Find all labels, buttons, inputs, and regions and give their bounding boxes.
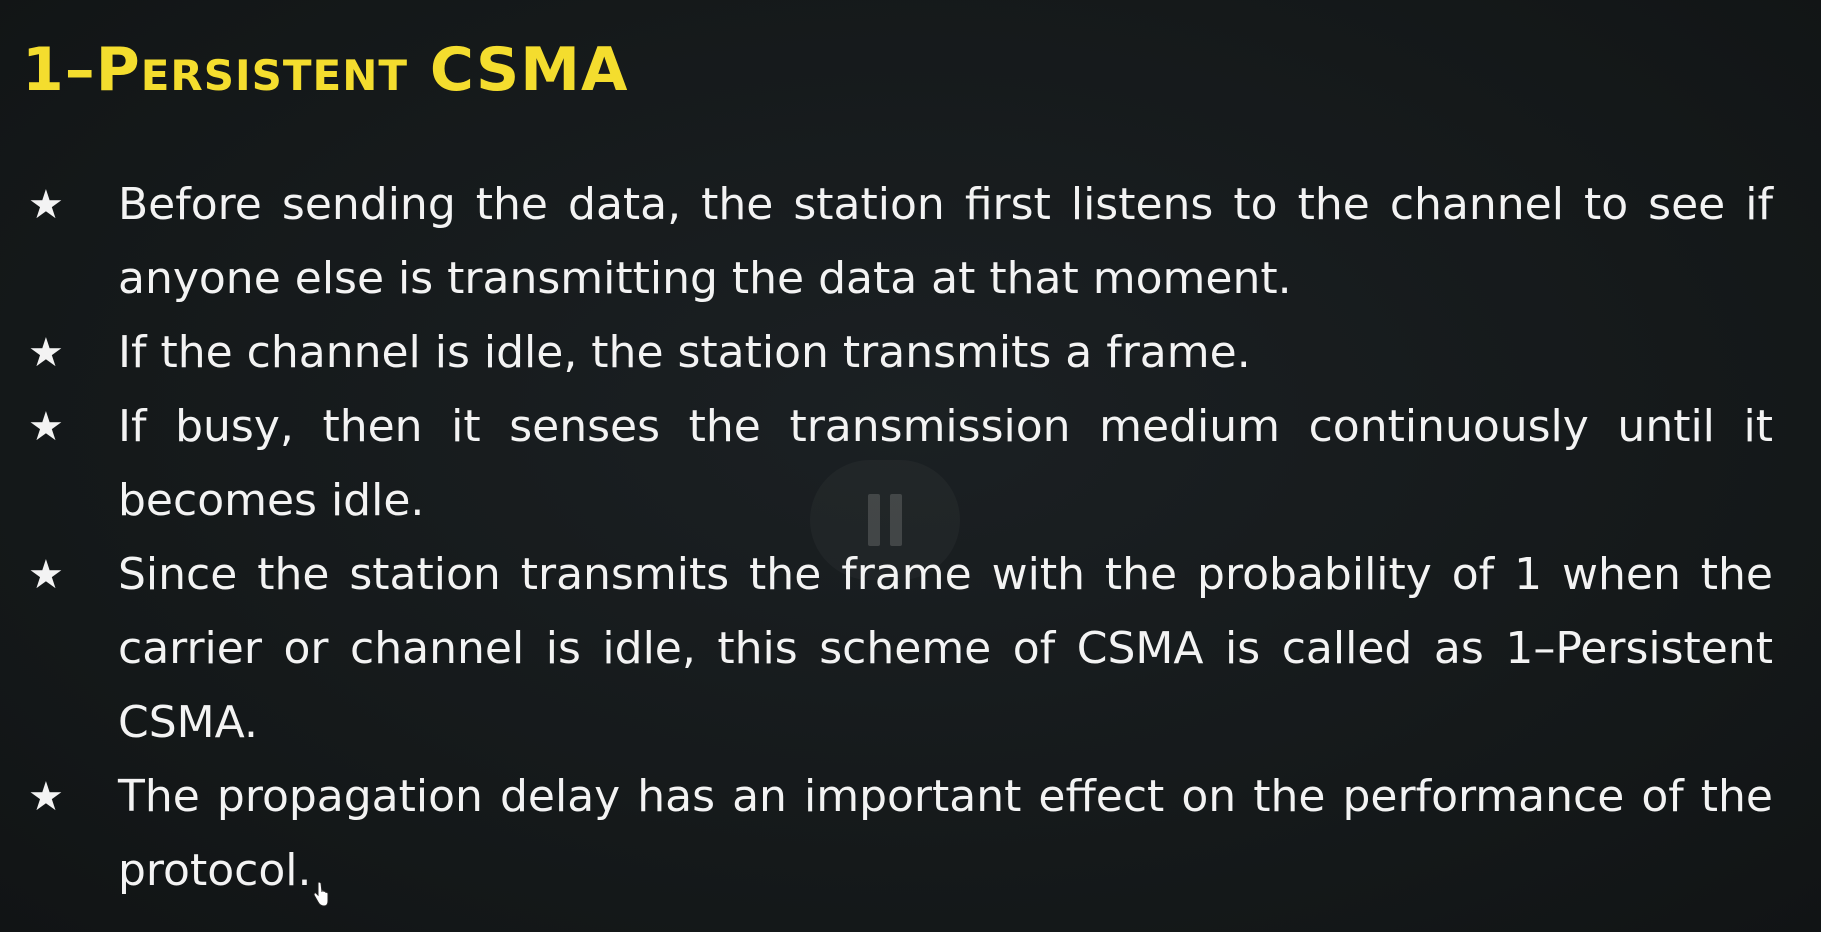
star-bullet-icon: ★ [28, 330, 64, 376]
bullet-item: ★ If the channel is idle, the station tr… [28, 316, 1773, 390]
bullet-text: If busy, then it senses the transmission… [118, 401, 1773, 526]
pause-bar-left [868, 494, 880, 546]
star-bullet-icon: ★ [28, 774, 64, 820]
bullet-item: ★ Since the station transmits the frame … [28, 538, 1773, 760]
bullet-text: Before sending the data, the station fir… [118, 179, 1773, 304]
bullet-list: ★ Before sending the data, the station f… [28, 168, 1773, 908]
bullet-text: If the channel is idle, the station tran… [118, 327, 1251, 378]
star-bullet-icon: ★ [28, 404, 64, 450]
bullet-item: ★ The propagation delay has an important… [28, 760, 1773, 908]
star-bullet-icon: ★ [28, 182, 64, 228]
bullet-text: Since the station transmits the frame wi… [118, 549, 1773, 748]
slide-title: 1–Persistent CSMA [22, 35, 629, 105]
pause-icon[interactable] [810, 460, 960, 580]
pause-bar-right [890, 494, 902, 546]
hand-cursor-icon [313, 882, 329, 907]
bullet-text: The propagation delay has an important e… [118, 771, 1773, 896]
star-bullet-icon: ★ [28, 552, 64, 598]
bullet-item: ★ Before sending the data, the station f… [28, 168, 1773, 316]
bullet-item: ★ If busy, then it senses the transmissi… [28, 390, 1773, 538]
